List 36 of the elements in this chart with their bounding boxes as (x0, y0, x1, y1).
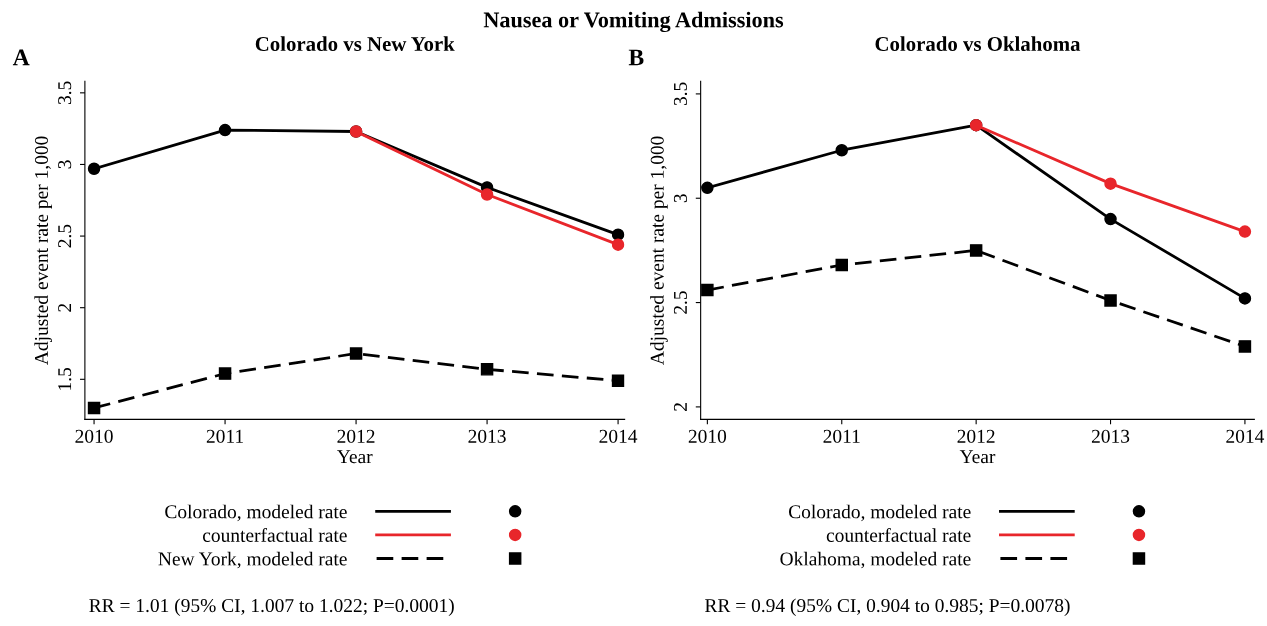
legend-label: counterfactual rate (202, 528, 347, 542)
x-tick-label: 2010 (75, 429, 113, 443)
legend-label: Oklahoma, modeled rate (780, 551, 971, 569)
y-axis-title: Adjusted event rate per 1,000 (650, 136, 668, 365)
x-tick-label: 2010 (688, 429, 727, 443)
legend-label: New York, modeled rate (158, 551, 347, 569)
y-tick-label: 3.5 (58, 81, 72, 105)
chart-title: Colorado vs New York (255, 36, 455, 52)
x-tick-label: 2013 (468, 429, 506, 443)
y-tick-label: 1.5 (58, 367, 72, 390)
x-tick-label: 2011 (206, 429, 243, 443)
y-tick-label: 3.5 (673, 82, 688, 106)
chart-title: Colorado vs Oklahoma (875, 36, 1081, 52)
y-tick-label: 2.5 (673, 291, 688, 314)
text: RR = 0.94 (95% CI, 0.904 to 0.985; P=0.0078) (705, 598, 1070, 617)
x-tick-label: 2013 (1091, 429, 1130, 443)
y-tick-label: 2.5 (58, 224, 72, 248)
x-tick-label: 2014 (1226, 429, 1265, 443)
x-axis-title: Year (337, 450, 373, 464)
legend-label: counterfactual rate (826, 528, 971, 542)
legend-label: Colorado, modeled rate (165, 504, 347, 522)
y-axis-title: Adjusted event rate per 1,000 (34, 136, 52, 365)
x-axis-title: Year (959, 450, 996, 464)
y-tick-label: 2 (58, 303, 72, 312)
y-tick-label: 2 (673, 403, 687, 411)
x-tick-label: 2014 (599, 429, 638, 443)
y-tick-label: 3 (673, 194, 687, 203)
text: A (12, 49, 30, 66)
x-tick-label: 2011 (823, 429, 860, 443)
legend-label: Colorado, modeled rate (789, 504, 971, 522)
text: Nausea or Vomiting Admissions (483, 11, 784, 33)
text: RR = 1.01 (95% CI, 1.007 to 1.022; P=0.0001) (89, 598, 454, 617)
y-tick-label: 3 (58, 160, 72, 169)
x-tick-label: 2012 (337, 429, 375, 443)
x-tick-label: 2012 (957, 429, 995, 443)
text: B (628, 49, 644, 66)
